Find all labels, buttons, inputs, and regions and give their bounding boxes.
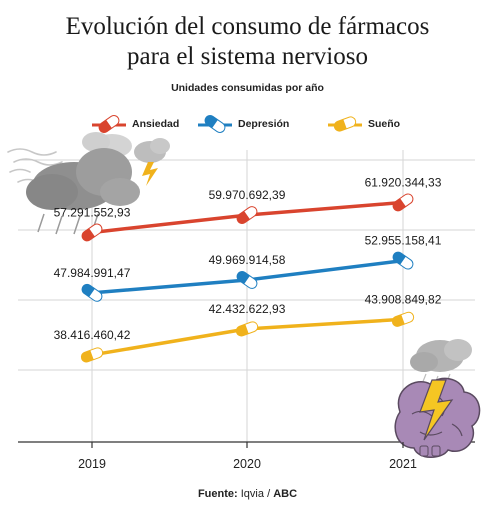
data-label-ansiedad-2021: 61.920.344,33 xyxy=(365,175,442,189)
legend-item-depresion: Depresión xyxy=(198,112,289,136)
data-point-ansiedad-2019 xyxy=(81,223,103,242)
chart-subtitle: Unidades consumidas por año xyxy=(171,82,324,94)
data-label-ansiedad-2019: 57.291.552,93 xyxy=(54,205,131,219)
data-label-ansiedad-2020: 59.970.692,39 xyxy=(209,188,286,202)
x-tick-label-2021: 2021 xyxy=(389,457,417,471)
source-brand: ABC xyxy=(273,488,298,500)
series-depresion: 47.984.991,47 49.969.914,58 52.955.158,41 xyxy=(54,234,442,302)
x-axis: 2019 2020 2021 xyxy=(78,442,417,471)
rain-cloud-icon xyxy=(7,132,170,235)
data-point-depresion-2020 xyxy=(236,271,258,289)
legend-label-sueno: Sueño xyxy=(368,118,401,130)
series-sueno: 38.416.460,42 42.432.622,93 43.908.849,82 xyxy=(54,292,442,363)
data-label-depresion-2020: 49.969.914,58 xyxy=(209,253,286,267)
title-line-2: para el sistema nervioso xyxy=(127,43,368,70)
page-title: Evolución del consumo de fármacos para e… xyxy=(0,12,495,72)
source-label: Fuente: xyxy=(197,488,238,500)
storm-cloud-icon xyxy=(410,339,472,387)
data-point-ansiedad-2020 xyxy=(236,206,258,225)
brain-lightning-icon xyxy=(394,377,481,458)
data-point-sueno-2021 xyxy=(391,311,415,327)
legend-item-sueno: Sueño xyxy=(328,112,400,136)
pill-icon xyxy=(328,116,362,132)
data-label-sueno-2021: 43.908.849,82 xyxy=(365,292,442,306)
data-label-sueno-2019: 38.416.460,42 xyxy=(54,328,131,342)
legend-label-ansiedad: Ansiedad xyxy=(132,118,180,130)
source-separator: / xyxy=(267,488,271,500)
legend-label-depresion: Depresión xyxy=(238,118,290,130)
data-label-depresion-2021: 52.955.158,41 xyxy=(365,234,442,248)
series-layer: 57.291.552,93 59.970.692,39 61.920.344,33 4… xyxy=(54,175,442,363)
pill-icon xyxy=(198,115,232,133)
data-point-sueno-2020 xyxy=(235,321,259,337)
data-point-sueno-2019 xyxy=(80,347,104,363)
data-point-ansiedad-2021 xyxy=(392,193,414,212)
source-value: Iqvia xyxy=(240,488,264,500)
data-point-depresion-2019 xyxy=(81,283,103,302)
series-ansiedad: 57.291.552,93 59.970.692,39 61.920.344,33 xyxy=(54,175,442,242)
title-line-1: Evolución del consumo de fármacos xyxy=(65,13,430,40)
x-tick-label-2019: 2019 xyxy=(78,457,106,471)
data-label-depresion-2019: 47.984.991,47 xyxy=(54,266,131,280)
data-label-sueno-2020: 42.432.622,93 xyxy=(209,302,286,316)
source-line: Fuente: Iqvia / ABC xyxy=(0,488,495,500)
data-point-depresion-2021 xyxy=(392,251,414,270)
pill-icon xyxy=(92,115,126,133)
chart-legend: Ansiedad Depresión Sueño xyxy=(0,112,495,136)
legend-item-ansiedad: Ansiedad xyxy=(92,112,179,136)
x-tick-label-2020: 2020 xyxy=(233,457,261,471)
